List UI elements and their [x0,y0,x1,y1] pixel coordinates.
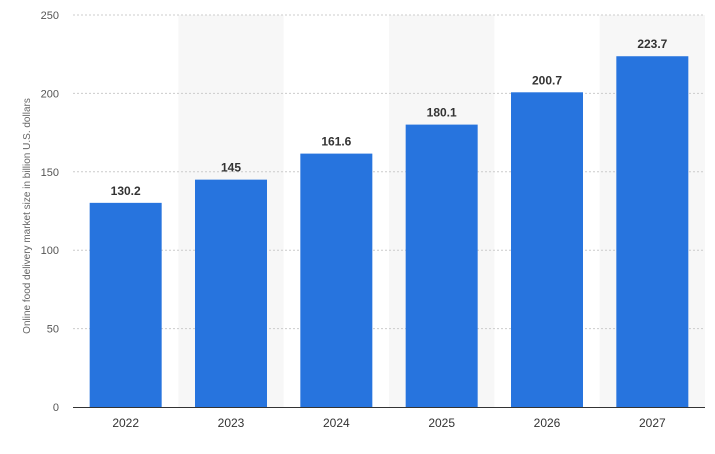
data-label-2027: 223.7 [637,37,667,51]
x-tick-label-2022: 2022 [112,416,139,430]
x-axis-ticks: 2022 2023 2024 2025 2026 2027 [112,416,666,430]
bar-2026[interactable] [511,92,583,407]
data-label-2024: 161.6 [321,135,351,149]
y-tick-label: 50 [47,324,59,336]
x-tick-label-2027: 2027 [639,416,666,430]
y-tick-label: 200 [41,88,59,100]
x-tick-label-2023: 2023 [218,416,245,430]
bar-2024[interactable] [300,153,373,407]
bar-2023[interactable] [195,179,267,407]
data-labels: 130.2 145 161.6 180.1 200.7 223.7 [111,37,668,198]
x-tick-label-2024: 2024 [323,416,350,430]
data-label-2022: 130.2 [111,184,141,198]
y-axis-title: Online food delivery market size in bill… [22,98,33,334]
y-tick-label: 0 [53,402,59,414]
gridlines [73,14,705,330]
x-tick-label-2025: 2025 [428,416,455,430]
bar-2027[interactable] [616,56,689,407]
bar-2022[interactable] [89,202,162,407]
y-tick-label: 100 [41,245,59,257]
y-tick-label: 150 [41,167,59,179]
data-label-2026: 200.7 [532,73,562,87]
bar-2025[interactable] [405,124,478,407]
y-tick-label: 250 [41,10,59,22]
x-tick-label-2026: 2026 [534,416,561,430]
data-label-2023: 145 [221,161,241,175]
data-label-2025: 180.1 [427,106,457,120]
bars [89,56,689,407]
y-axis-ticks: 0 50 100 150 200 250 [41,10,59,414]
